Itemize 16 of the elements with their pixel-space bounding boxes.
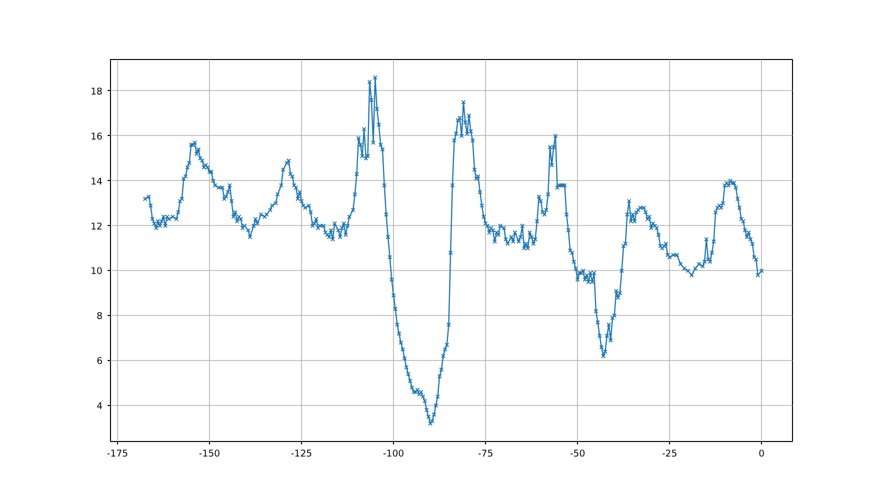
y-tick-label: 14	[90, 176, 103, 188]
x-tick-label: -50	[570, 448, 586, 460]
x-tick-label: -175	[106, 448, 128, 460]
y-tick-label: 6	[96, 356, 103, 368]
y-tick-label: 12	[90, 221, 103, 232]
x-tick-label: -125	[290, 448, 312, 460]
y-tick-label: 10	[90, 266, 103, 278]
y-tick-label: 8	[96, 311, 103, 322]
y-tick-label: 4	[96, 401, 103, 412]
x-tick-label: -75	[478, 448, 494, 460]
y-tick-label: 16	[90, 131, 103, 142]
y-tick-label: 18	[90, 86, 103, 98]
x-tick-label: -25	[662, 448, 678, 460]
x-tick-label: -150	[198, 448, 220, 460]
x-tick-label: -100	[382, 448, 404, 460]
x-tick-label: 0	[758, 448, 765, 460]
